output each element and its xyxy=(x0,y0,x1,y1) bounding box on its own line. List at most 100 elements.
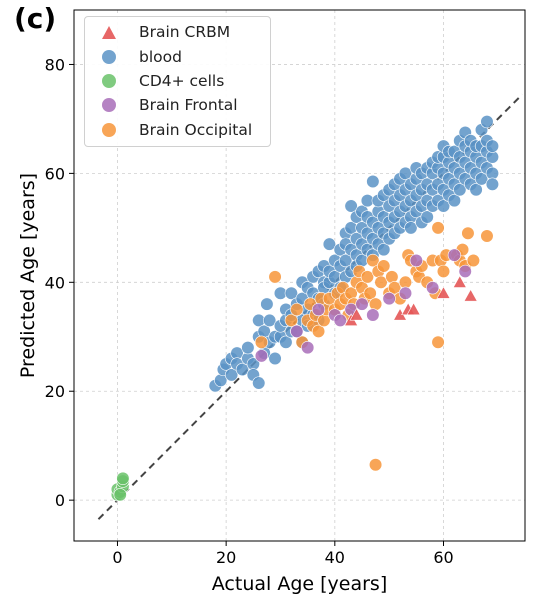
data-point xyxy=(344,199,358,213)
data-point xyxy=(398,166,413,180)
data-point xyxy=(263,313,277,328)
data-point xyxy=(374,275,388,289)
data-point xyxy=(480,229,494,243)
x-tick-label: 40 xyxy=(325,548,345,567)
data-point xyxy=(116,471,130,485)
plot-frame xyxy=(73,9,526,542)
legend-item: CD4+ cells xyxy=(85,69,270,93)
x-tick-label: 60 xyxy=(433,548,453,567)
data-point xyxy=(363,286,377,300)
data-point xyxy=(252,376,266,390)
circle-marker-icon xyxy=(102,49,116,64)
data-point xyxy=(447,194,461,208)
data-point xyxy=(301,341,315,355)
y-axis-label: Predicted Age [years] xyxy=(17,173,39,378)
data-point xyxy=(241,341,255,355)
legend-item: Brain Frontal xyxy=(85,93,270,117)
data-point xyxy=(458,264,472,279)
data-point xyxy=(447,248,461,262)
data-point xyxy=(355,297,369,311)
data-point xyxy=(466,253,480,268)
data-point xyxy=(333,313,347,328)
data-point xyxy=(453,183,467,197)
data-point xyxy=(406,302,421,316)
data-point xyxy=(254,349,269,363)
data-point xyxy=(485,139,499,153)
data-point xyxy=(235,362,250,377)
data-points xyxy=(110,115,499,502)
triangle-marker-icon xyxy=(102,25,116,39)
data-point xyxy=(284,313,298,328)
legend-item: Brain CRBM xyxy=(85,20,270,44)
data-point xyxy=(436,286,451,299)
data-point xyxy=(474,172,489,186)
data-point xyxy=(366,253,380,268)
data-point xyxy=(254,335,269,349)
circle-marker-icon xyxy=(102,122,116,137)
data-point xyxy=(366,174,380,189)
series-brain-crbm xyxy=(344,275,478,326)
data-point xyxy=(461,226,475,240)
data-point xyxy=(311,302,326,317)
data-point xyxy=(224,368,239,382)
legend-item: Brain Occipital xyxy=(85,118,270,142)
y-tick-label: 80 xyxy=(45,55,65,74)
y-tick-label: 20 xyxy=(45,382,65,401)
y-tick-label: 0 xyxy=(55,491,65,510)
data-point xyxy=(436,199,451,213)
data-point xyxy=(368,297,383,311)
x-tick-label: 20 xyxy=(216,548,236,567)
circle-marker-icon xyxy=(102,98,116,113)
legend-label: Brain CRBM xyxy=(139,23,231,42)
data-point xyxy=(284,286,298,300)
panel-label: (c) xyxy=(14,2,57,35)
circle-marker-icon xyxy=(102,73,116,88)
data-point xyxy=(366,308,380,322)
data-point xyxy=(322,237,336,251)
data-point xyxy=(377,243,391,257)
data-point xyxy=(480,115,494,129)
data-point xyxy=(268,351,282,366)
legend-label: CD4+ cells xyxy=(139,71,225,90)
data-point xyxy=(382,292,396,306)
data-point xyxy=(360,270,375,284)
x-axis-label: Actual Age [years] xyxy=(212,573,387,595)
data-point xyxy=(377,259,391,273)
y-tick-label: 40 xyxy=(45,273,65,292)
data-point xyxy=(368,458,383,472)
legend-item: blood xyxy=(85,44,270,68)
data-point xyxy=(409,253,423,268)
series-blood xyxy=(208,115,499,393)
data-point xyxy=(385,270,399,284)
legend-label: blood xyxy=(139,47,182,66)
data-point xyxy=(268,270,282,284)
data-point xyxy=(311,324,326,338)
data-point xyxy=(260,297,274,311)
data-point xyxy=(426,281,440,295)
data-point xyxy=(431,221,445,235)
data-point xyxy=(452,275,467,288)
data-point xyxy=(485,177,499,191)
data-point xyxy=(290,324,304,338)
x-tick-label: 0 xyxy=(112,548,122,567)
data-point xyxy=(431,335,445,349)
data-point xyxy=(420,210,434,224)
data-point xyxy=(113,488,127,502)
axis-ticks: 0 20 40 60 0 20 40 60 80 xyxy=(45,55,454,567)
data-point xyxy=(279,335,293,349)
legend-label: Brain Frontal xyxy=(139,96,238,115)
data-point xyxy=(469,183,483,197)
data-point xyxy=(404,221,418,235)
data-point xyxy=(436,264,451,279)
legend-label: Brain Occipital xyxy=(139,120,253,139)
series-cd4-cells xyxy=(110,471,130,502)
data-point xyxy=(349,307,364,321)
data-point xyxy=(339,253,353,268)
data-point xyxy=(290,302,304,317)
data-point xyxy=(398,286,413,300)
data-point xyxy=(463,288,478,302)
y-tick-label: 60 xyxy=(45,164,65,183)
legend: Brain CRBM blood CD4+ cells Brain Frontal Br… xyxy=(84,16,271,147)
data-point xyxy=(387,281,402,295)
